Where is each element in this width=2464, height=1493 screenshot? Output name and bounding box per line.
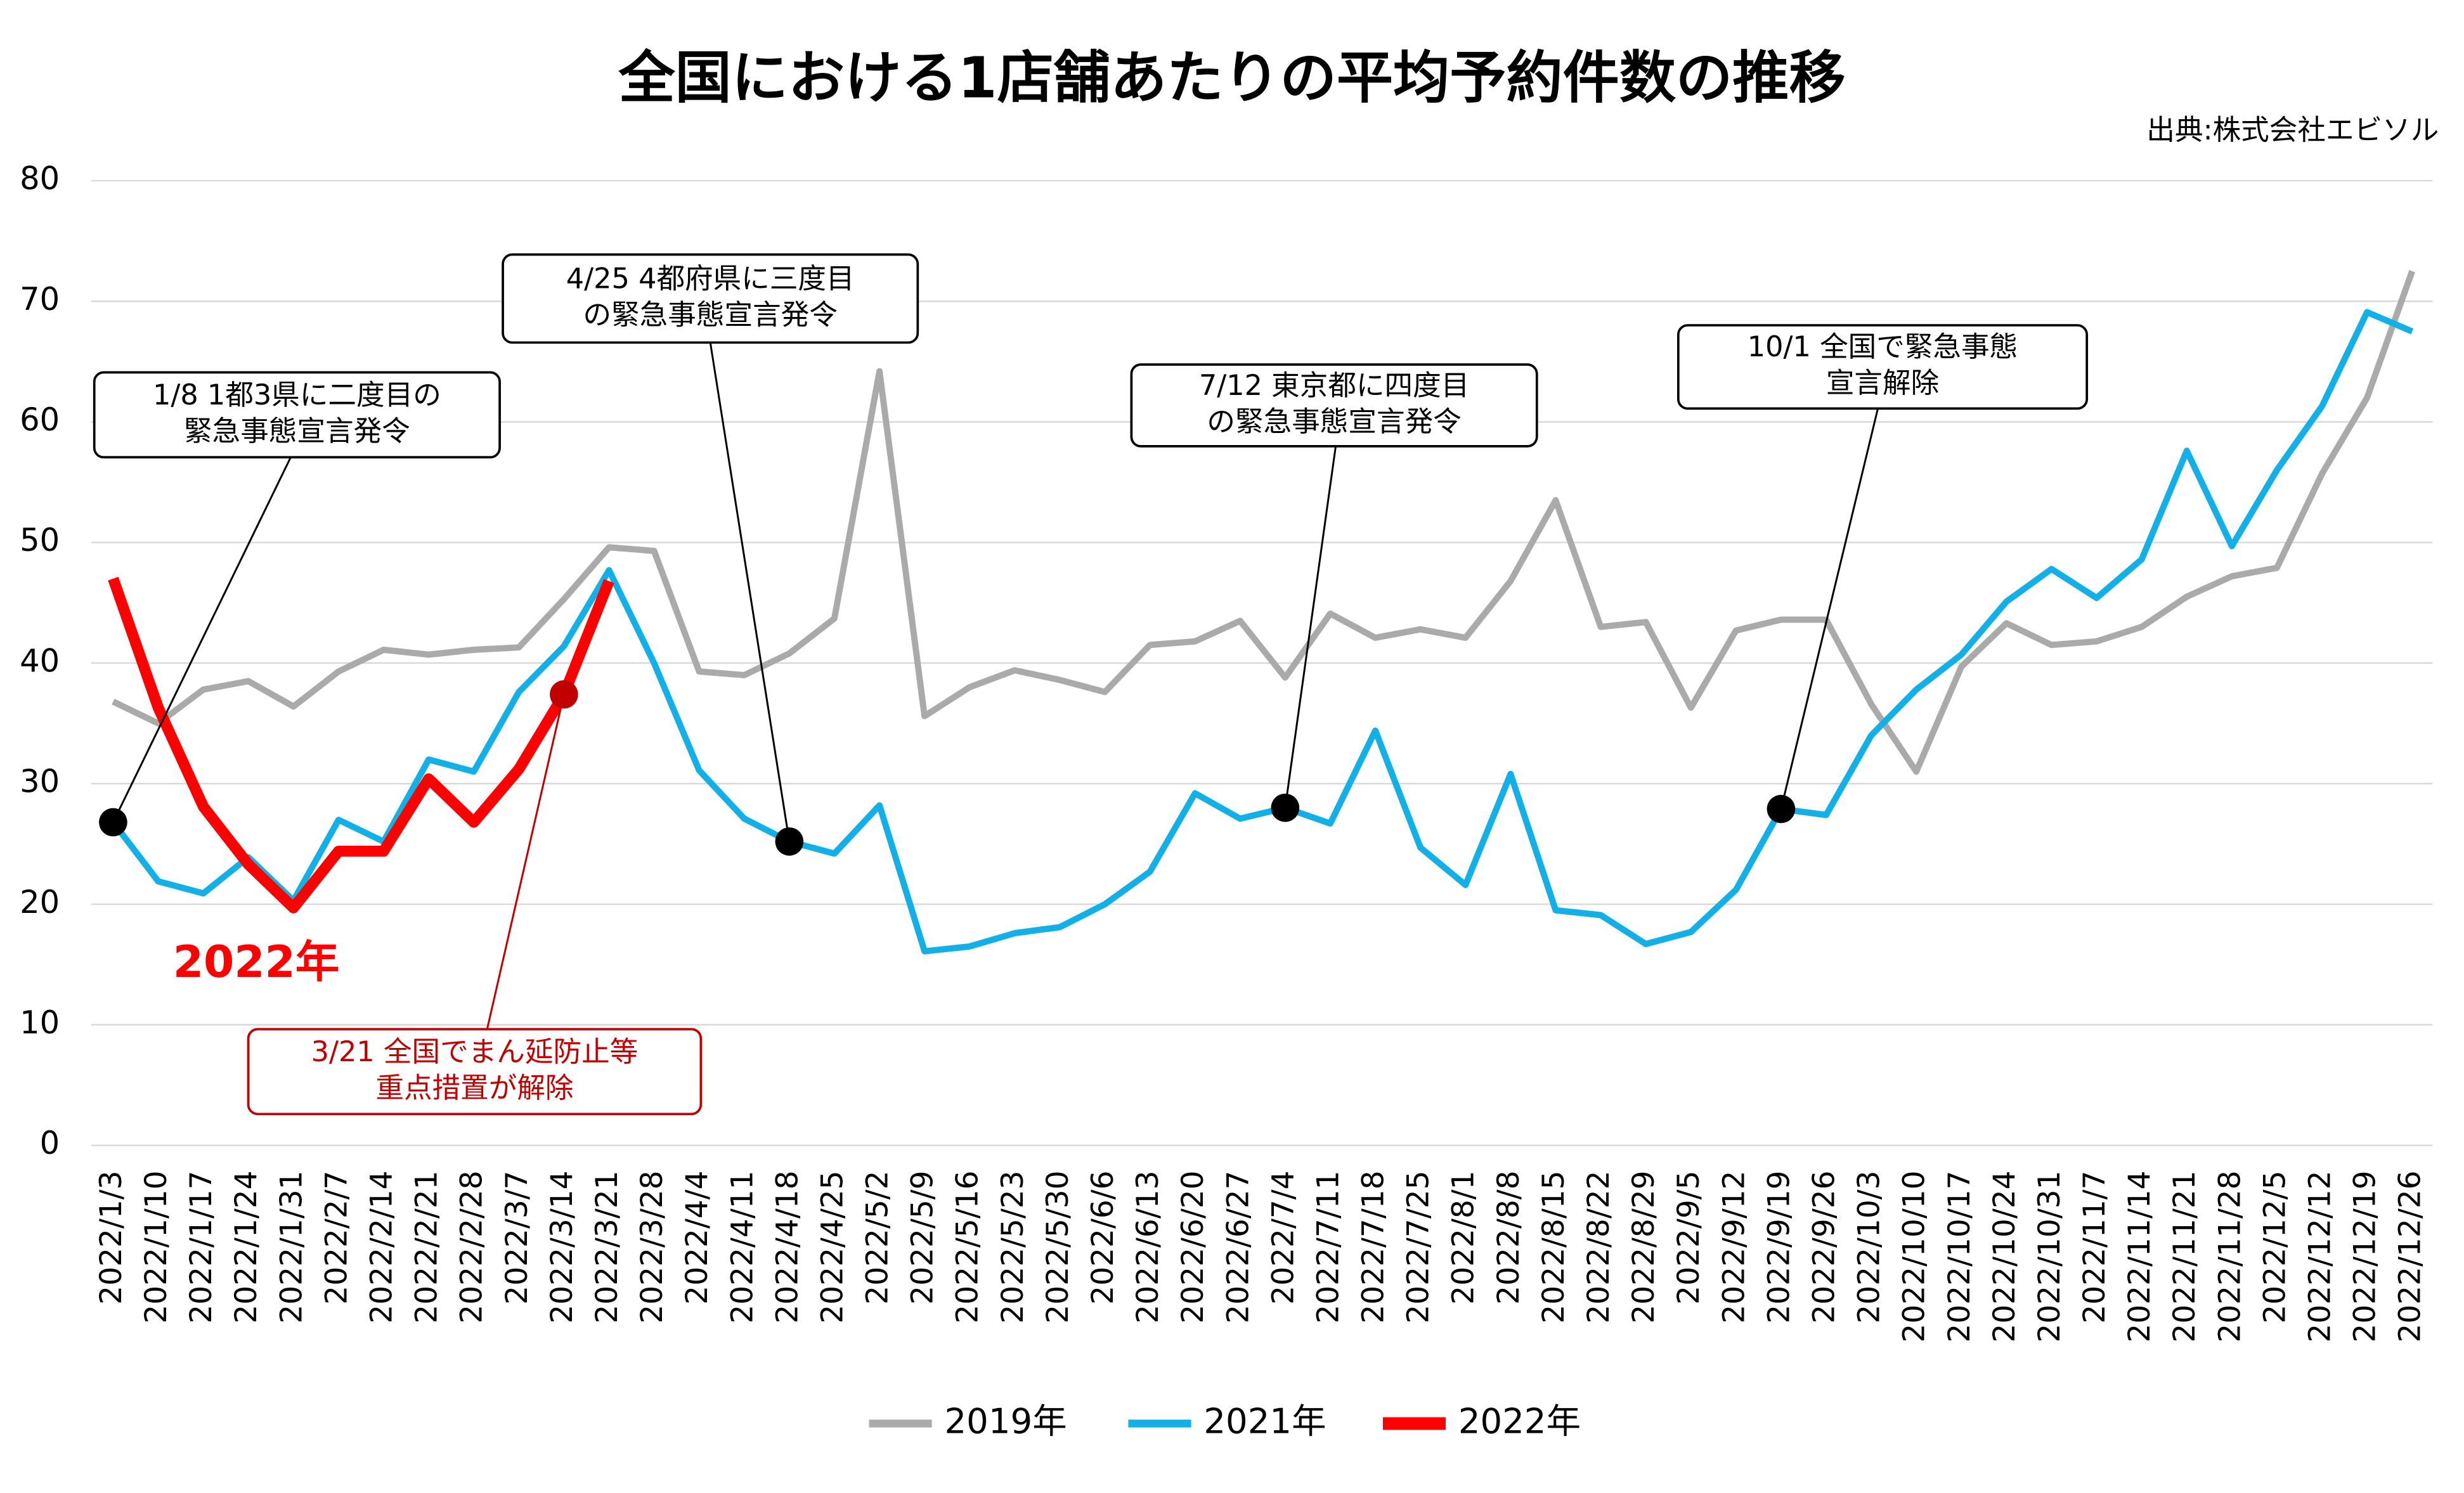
y-tick-label: 80 [20,160,60,197]
source: 出典:株式会社エビソル [2146,113,2439,146]
annotation-text: 1/8 1都3県に二度目の [153,378,441,411]
annotation-point [1767,794,1796,824]
series-line [112,270,2415,775]
series-label: 2022年 [173,937,339,988]
x-tick-label: 2022/1/24 [229,1170,264,1323]
y-tick-label: 10 [20,1004,60,1041]
y-tick-label: 70 [20,281,60,318]
x-tick-label: 2022/9/19 [1761,1170,1796,1323]
x-tick-label: 2022/6/6 [1086,1170,1120,1304]
annotation-text: 10/1 全国で緊急事態 [1747,330,2018,363]
x-tick-label: 2022/11/28 [2212,1170,2247,1342]
x-tick-label: 2022/8/29 [1626,1170,1661,1323]
x-tick-label: 2022/3/14 [545,1170,580,1323]
series-line [110,309,2414,955]
x-tick-label: 2022/2/7 [319,1170,354,1304]
x-tick-label: 2022/6/13 [1131,1170,1165,1323]
x-tick-label: 2022/6/27 [1221,1170,1255,1323]
x-tick-label: 2022/4/11 [725,1170,760,1323]
y-tick-label: 0 [40,1125,60,1161]
x-tick-label: 2022/2/21 [410,1170,444,1323]
annotation-text: 緊急事態宣言発令 [184,415,410,448]
x-tick-label: 2022/10/3 [1852,1170,1887,1323]
x-tick-label: 2022/10/10 [1897,1170,1932,1342]
legend-label: 2019年 [944,1401,1067,1442]
y-tick-label: 50 [20,522,60,559]
x-tick-label: 2022/12/12 [2303,1170,2338,1342]
x-tick-label: 2022/9/26 [1806,1170,1841,1323]
annotation-text: 7/12 東京都に四度目 [1199,369,1469,402]
x-tick-label: 2022/8/8 [1491,1170,1526,1304]
annotation-point [1271,793,1300,822]
x-tick-label: 2022/1/17 [184,1170,219,1323]
annotation-box [502,253,919,344]
x-tick-label: 2022/2/14 [365,1170,399,1323]
x-tick-label: 2022/10/17 [1942,1170,1977,1342]
x-tick-label: 2022/5/2 [860,1170,895,1304]
chart-title: 全国における1店舗あたりの平均予約件数の推移 [618,45,1845,111]
x-tick-label: 2022/12/19 [2348,1170,2383,1342]
annotation-connector [1284,446,1337,808]
annotation-box [1676,324,2089,410]
annotation-point [775,827,804,856]
annotation-box [1130,363,1538,448]
x-tick-label: 2022/4/25 [815,1170,850,1323]
y-tick-label: 40 [20,642,60,679]
x-tick-label: 2022/10/31 [2032,1170,2067,1342]
x-tick-label: 2022/1/31 [274,1170,309,1323]
x-tick-label: 2022/11/21 [2167,1170,2202,1342]
legend-label: 2021年 [1203,1401,1326,1442]
x-tick-label: 2022/3/28 [635,1170,670,1323]
x-tick-label: 2022/11/7 [2077,1170,2112,1323]
x-tick-label: 2022/4/4 [680,1170,715,1304]
y-tick-label: 60 [20,401,60,438]
annotation-text: の緊急事態宣言発令 [583,298,838,331]
x-tick-label: 2022/8/22 [1581,1170,1616,1323]
annotation-text: 4/25 4都府県に三度目 [566,262,855,295]
x-tick-label: 2022/3/21 [590,1170,625,1323]
x-tick-label: 2022/11/14 [2122,1170,2157,1342]
series-line [108,576,614,914]
annotation-text: 重点措置が解除 [375,1071,573,1104]
annotation-connector [709,342,791,842]
x-tick-label: 2022/7/18 [1356,1170,1391,1323]
x-tick-label: 2022/7/4 [1266,1170,1300,1304]
x-tick-label: 2022/9/5 [1671,1170,1706,1304]
x-tick-label: 2022/5/23 [995,1170,1030,1323]
annotation-connector [1780,408,1879,810]
x-tick-label: 2022/5/16 [950,1170,985,1323]
x-tick-label: 2022/10/24 [1987,1170,2022,1342]
x-tick-label: 2022/8/15 [1536,1170,1571,1323]
y-tick-label: 20 [20,884,60,921]
legend-label: 2022年 [1458,1401,1581,1442]
annotation-box [247,1028,703,1116]
x-tick-label: 2022/3/7 [500,1170,535,1304]
x-tick-label: 2022/5/9 [905,1170,940,1304]
x-tick-label: 2022/12/5 [2257,1170,2292,1323]
x-tick-label: 2022/7/11 [1311,1170,1345,1323]
x-tick-label: 2022/6/20 [1176,1170,1210,1323]
annotation-text: 3/21 全国でまん延防止等 [311,1035,639,1068]
x-tick-label: 2022/1/3 [94,1170,129,1304]
annotation-box [93,371,501,459]
x-tick-label: 2022/9/12 [1716,1170,1751,1323]
annotation-point [550,680,578,709]
x-tick-label: 2022/12/26 [2393,1170,2428,1342]
annotation-point [99,808,127,837]
annotation-text: 宣言解除 [1826,366,1939,399]
annotation-connector [112,456,292,823]
x-tick-label: 2022/4/18 [770,1170,805,1323]
x-tick-label: 2022/2/28 [455,1170,490,1323]
annotation-connector [486,694,565,1030]
y-tick-label: 30 [20,763,60,800]
annotation-text: の緊急事態宣言発令 [1207,405,1461,438]
x-tick-label: 2022/1/10 [139,1170,174,1323]
x-tick-label: 2022/7/25 [1401,1170,1436,1323]
x-tick-label: 2022/8/1 [1446,1170,1481,1304]
x-tick-label: 2022/5/30 [1041,1170,1075,1323]
